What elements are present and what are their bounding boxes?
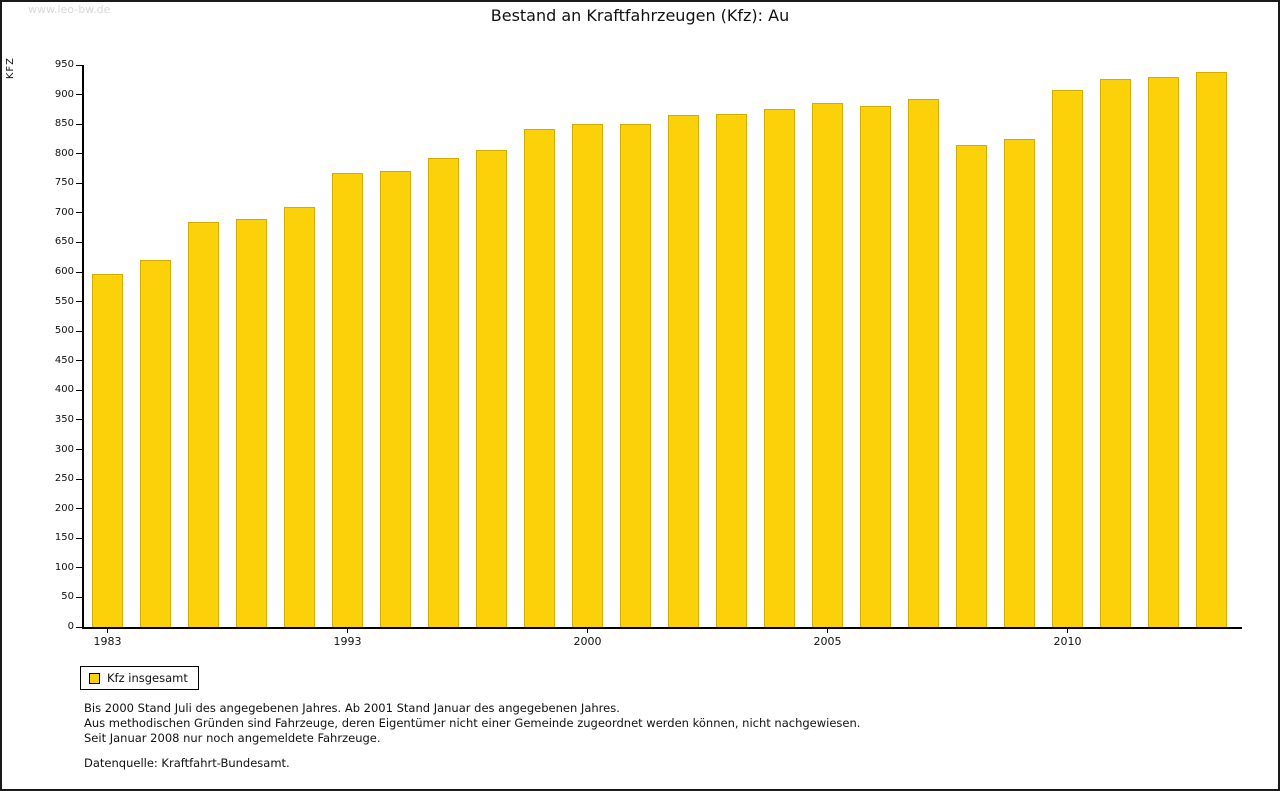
y-axis-tick-label: 100 [54,561,74,573]
bar [572,124,603,627]
bar [188,222,219,627]
y-axis-tick [76,567,82,569]
x-axis-tick-label: 1983 [93,635,122,648]
y-axis-tick-label: 800 [54,147,74,159]
bar [284,207,315,627]
bar [1196,72,1227,627]
x-axis-tick-label: 1993 [333,635,362,648]
footnote-line: Bis 2000 Stand Juli des angegebenen Jahr… [84,701,620,715]
bar [1004,139,1035,627]
y-axis-tick [76,123,82,125]
bar [476,150,507,627]
y-axis-tick-label: 750 [54,177,74,189]
y-axis-tick [76,94,82,96]
y-axis-tick-label: 250 [54,473,74,485]
bar [1052,90,1083,627]
y-axis-tick-label: 450 [54,354,74,366]
y-axis-tick-label: 50 [61,591,74,603]
x-axis-tick [827,629,828,633]
footnote-line: Seit Januar 2008 nur noch angemeldete Fa… [84,731,381,746]
y-axis-tick [76,478,82,480]
footnotes: Bis 2000 Stand Juli des angegebenen Jahr… [84,701,860,771]
bar [1100,79,1131,627]
bar [236,219,267,627]
y-axis-tick-label: 150 [54,532,74,544]
x-axis-tick-label: 2010 [1053,635,1082,648]
bar [332,173,363,627]
watermark: www.leo-bw.de [28,3,111,16]
y-axis-tick [76,360,82,362]
x-axis-tick-label: 2005 [813,635,842,648]
y-axis-tick [76,330,82,332]
y-axis-tick [76,596,82,598]
y-axis-tick [76,241,82,243]
bar [908,99,939,627]
y-axis-tick-label: 950 [54,59,74,70]
bar [140,260,171,627]
x-axis-tick [347,629,348,633]
y-axis-tick-label: 0 [67,621,74,632]
chart-title: Bestand an Kraftfahrzeugen (Kfz): Au [490,6,790,25]
y-axis-label: KFZ [5,57,16,80]
bar [524,129,555,627]
bar [620,124,651,627]
bar [716,114,747,627]
y-axis-tick-label: 500 [54,325,74,337]
y-axis-tick [76,271,82,273]
x-axis-tick [587,629,588,633]
legend-swatch-icon [89,672,100,684]
bar [764,109,795,627]
x-axis-tick [1067,629,1068,633]
y-axis-tick [76,153,82,155]
y-axis-tick [76,626,82,628]
y-axis-tick [76,64,82,66]
data-source: Datenquelle: Kraftfahrt-Bundesamt. [84,755,290,770]
y-axis-tick-label: 400 [54,384,74,396]
x-axis-tick-label: 2000 [573,635,602,648]
bar [380,171,411,627]
bar [860,106,891,627]
y-axis-tick [76,449,82,451]
y-axis-tick [76,419,82,421]
y-axis-tick-label: 200 [54,502,74,514]
y-axis-tick-label: 700 [54,206,74,218]
bar [956,145,987,627]
y-axis-tick [76,389,82,391]
legend-label: Kfz insgesamt [107,671,188,685]
y-axis-tick-label: 550 [54,295,74,307]
legend: Kfz insgesamt [80,666,199,690]
y-axis-tick-label: 300 [54,443,74,455]
x-axis-tick [107,629,108,633]
y-axis-tick-label: 650 [54,236,74,248]
y-axis-tick-label: 350 [54,413,74,425]
y-axis-tick [76,212,82,214]
bar [668,115,699,627]
y-axis-tick-label: 600 [54,266,74,278]
y-axis-tick-label: 900 [54,88,74,100]
y-axis-tick-label: 850 [54,118,74,130]
bar [812,103,843,627]
footnote-line: Aus methodischen Gründen sind Fahrzeuge,… [84,716,861,731]
bar [92,274,123,627]
y-axis-tick [76,182,82,184]
plot-area: 0 50 100 150 200 250 300 350 400 450 500 550 600 650 7… [55,59,1242,648]
y-axis-tick [76,301,82,303]
bar [1148,77,1179,627]
bar [428,158,459,627]
y-axis-tick [76,537,82,539]
y-axis-tick [76,508,82,510]
